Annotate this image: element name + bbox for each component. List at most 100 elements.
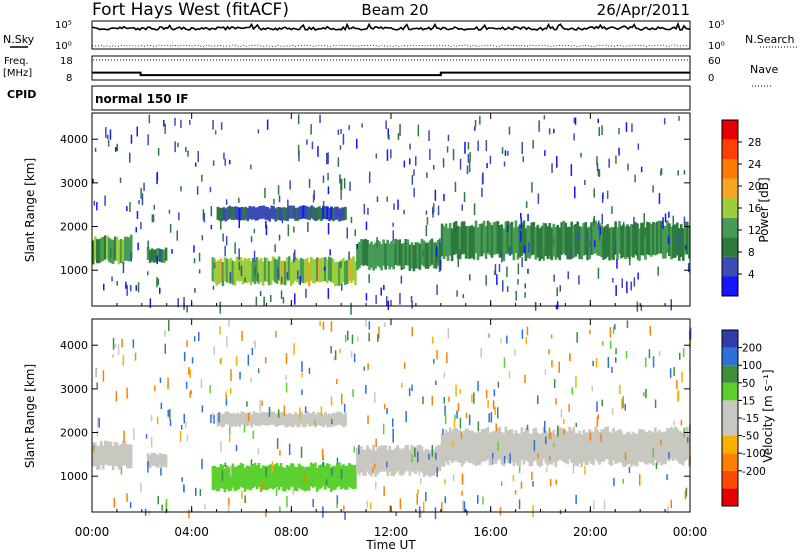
band-column [458,226,462,260]
band-column [666,220,669,254]
band-column [220,414,224,428]
speckle [508,370,511,379]
band-column [312,206,315,220]
speckle [229,159,231,165]
band-column [392,449,395,477]
band-column [482,220,486,254]
band-column [564,430,567,464]
band-column [336,261,339,286]
band-column [396,239,400,266]
band-column [354,464,357,489]
band-column [500,225,504,258]
speckle [666,474,668,481]
band-column [522,431,526,465]
band-column [211,257,215,282]
speckle [216,213,219,220]
speckle [180,119,182,129]
band-column [222,207,226,221]
speckle [572,464,575,474]
speckle [266,119,269,130]
band-column [516,226,520,260]
band-column [574,433,577,466]
speckle [500,338,502,344]
band-column [432,242,436,269]
speckle [168,319,170,331]
speckle [537,395,539,405]
band-column [156,248,160,262]
speckle [257,368,260,374]
band-column [668,428,671,462]
speckle [334,350,337,360]
speckle [643,392,645,397]
band-column [302,414,305,428]
speckle [271,461,274,472]
band-column [340,412,343,426]
station-title: Fort Hays West (fitACF) [92,0,289,20]
speckle [495,423,497,432]
band-column [638,228,641,261]
speckle [140,482,142,493]
band-column [674,426,677,460]
band-column [590,222,593,255]
speckle [548,349,550,355]
band-column [586,227,589,261]
band-column [328,208,331,222]
speckle [141,193,144,206]
band-column [612,428,615,461]
speckle [225,199,228,205]
speckle [147,240,149,250]
speckle [201,405,204,413]
speckle [103,283,105,291]
band-column [348,463,351,487]
speckle [436,246,438,257]
colorbar-tick-label: 4 [748,269,755,281]
band-column [394,447,397,474]
speckle [92,178,94,184]
speckle [350,302,352,315]
band-column [628,431,631,465]
band-column [280,207,283,221]
band-column [572,225,575,258]
band-column [448,223,452,256]
speckle [109,247,112,258]
band-column [356,243,359,271]
speckle [164,343,166,354]
band-column [262,412,265,426]
band-column [283,261,287,286]
speckle [452,474,455,482]
band-column [498,426,502,460]
band-column [148,455,152,469]
band-column [472,226,476,260]
speckle [262,481,264,490]
speckle [556,156,558,168]
speckle [452,148,455,161]
speckle [461,473,464,485]
band-column [127,444,131,469]
speckle [259,399,261,412]
band-column [602,227,605,260]
speckle [376,237,378,248]
band-column [554,227,558,260]
speckle [374,392,376,403]
speckle [545,436,547,445]
speckle [633,277,636,287]
speckle [649,326,651,336]
speckle [586,247,589,256]
band-column [454,427,458,461]
speckle [515,291,517,301]
band-column [480,223,484,257]
speckle [356,244,358,249]
band-column [312,411,315,425]
band-column [494,221,498,255]
speckle [156,255,158,265]
band-column [221,262,225,286]
speckle [615,348,617,355]
colorbar-tick-label: -200 [742,466,766,478]
speckle [194,287,196,293]
speckle [130,251,132,262]
band-column [162,453,166,467]
speckle [327,223,330,235]
speckle [235,356,238,366]
band-column [258,206,261,220]
band-column [156,454,160,468]
